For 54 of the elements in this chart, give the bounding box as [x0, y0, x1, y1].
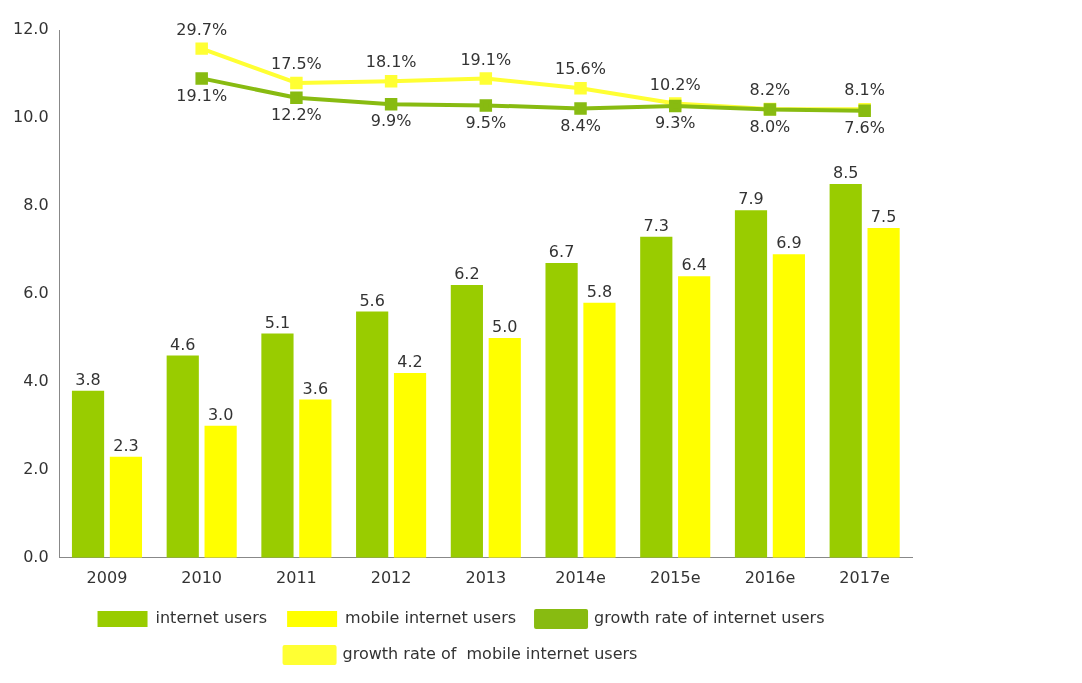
data-label: 6.4 — [681, 255, 707, 275]
x-tick-label: 2014e — [555, 567, 606, 587]
data-label: 8.4% — [560, 115, 601, 135]
data-label: 9.9% — [370, 111, 412, 131]
x-tick-label: 2013 — [465, 567, 507, 587]
data-label: 6.2 — [454, 264, 480, 284]
data-label: 9.3% — [654, 113, 696, 133]
data-label: 7.5 — [870, 207, 897, 227]
data-label: 7.9 — [738, 189, 764, 209]
data-label: 12.2% — [270, 104, 322, 124]
data-label: 19.1% — [176, 85, 228, 105]
y-tick-label: 2.0 — [23, 458, 49, 478]
data-label: 2.3 — [113, 435, 139, 455]
data-label: 5.8 — [586, 281, 613, 301]
legend-label: mobile internet users — [345, 608, 517, 628]
legend-label: growth rate of mobile internet users — [342, 644, 638, 664]
x-tick-label: 2010 — [181, 567, 223, 587]
x-tick-label: 2012 — [370, 567, 412, 587]
data-label: 17.5% — [270, 54, 322, 74]
y-tick-label: 6.0 — [23, 283, 49, 303]
data-label: 8.2% — [749, 80, 791, 100]
x-tick-label: 2016e — [744, 567, 796, 587]
y-tick-label: 12.0 — [13, 19, 49, 39]
legend-label: internet users — [155, 608, 268, 628]
data-label: 8.0% — [749, 116, 791, 136]
data-label: 15.6% — [555, 59, 606, 79]
data-label: 5.0 — [492, 317, 518, 337]
data-label: 18.1% — [365, 52, 417, 72]
legend-label: growth rate of internet users — [594, 608, 825, 628]
data-label: 29.7% — [176, 19, 228, 39]
data-label: 6.7 — [548, 242, 575, 262]
y-tick-label: 4.0 — [23, 371, 49, 391]
x-tick-label: 2015e — [649, 567, 701, 587]
data-label: 7.6% — [844, 117, 885, 137]
x-tick-label: 2011 — [276, 567, 317, 587]
data-label: 3.6 — [302, 378, 329, 398]
data-label: 5.1 — [264, 312, 291, 332]
x-tick-label: 2017e — [839, 567, 890, 587]
data-label: 6.9 — [776, 233, 802, 253]
data-label: 3.8 — [75, 369, 101, 389]
data-label: 9.5% — [465, 112, 507, 132]
data-label: 4.6 — [170, 334, 196, 354]
data-label: 4.2 — [397, 352, 423, 372]
data-label: 8.1% — [844, 80, 885, 100]
y-tick-label: 8.0 — [23, 195, 49, 215]
data-label: 3.0 — [207, 405, 234, 425]
y-tick-label: 10.0 — [13, 107, 49, 127]
data-label: 8.5 — [832, 163, 859, 183]
data-label: 5.6 — [359, 290, 385, 310]
data-label: 19.1% — [460, 49, 512, 69]
y-tick-label: 0.0 — [23, 546, 49, 566]
data-label: 10.2% — [649, 74, 701, 94]
x-tick-label: 2009 — [86, 567, 128, 587]
data-label: 7.3 — [643, 215, 670, 235]
